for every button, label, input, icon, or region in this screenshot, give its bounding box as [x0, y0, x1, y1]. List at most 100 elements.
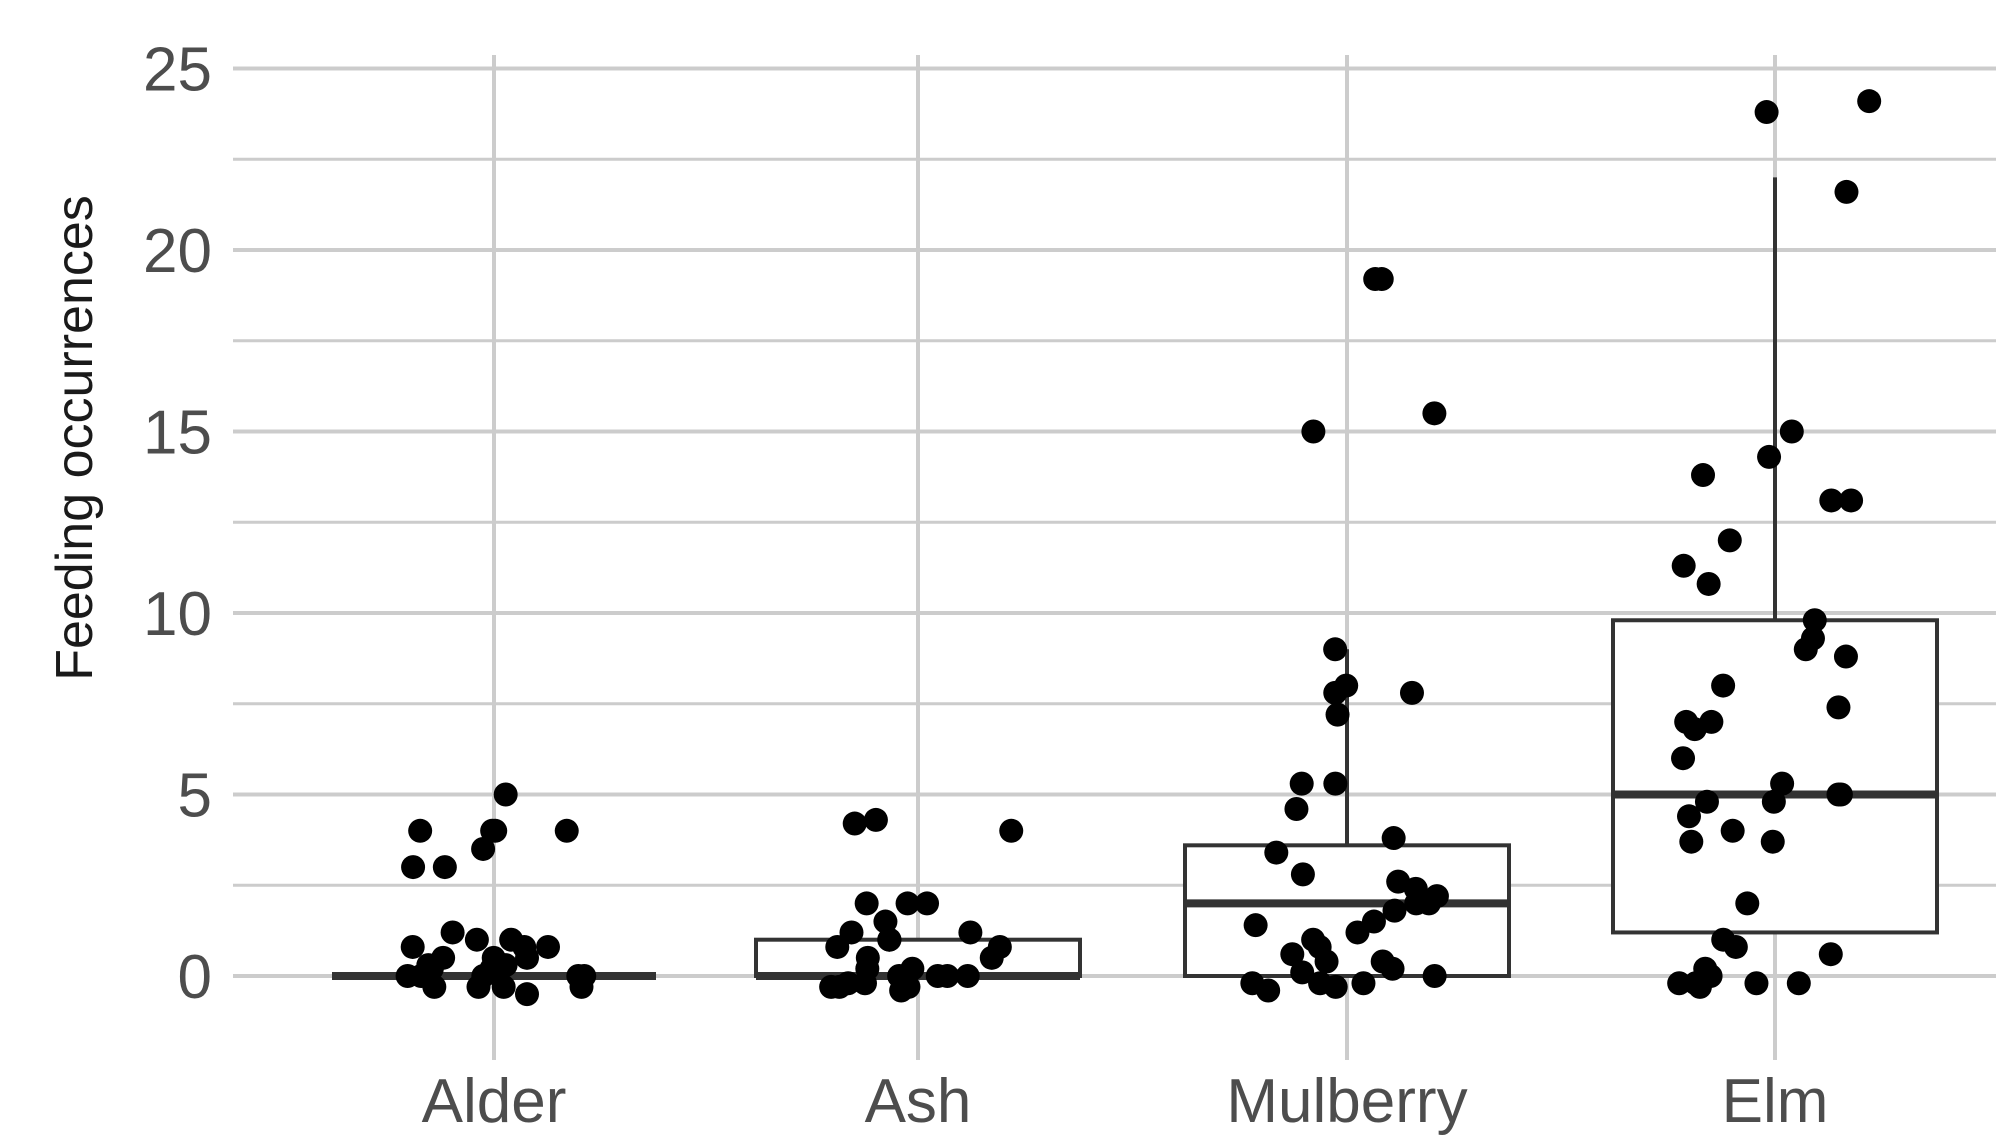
data-point	[464, 927, 489, 952]
data-point	[1671, 746, 1696, 771]
data-point	[1323, 680, 1348, 705]
data-point	[1325, 702, 1350, 727]
data-point	[1323, 637, 1348, 662]
data-point	[1691, 463, 1716, 488]
data-point	[491, 974, 516, 999]
box-mulberry	[1183, 843, 1511, 978]
data-point	[466, 974, 491, 999]
data-point	[1696, 571, 1721, 596]
data-point	[1819, 488, 1844, 513]
data-point	[1744, 971, 1769, 996]
data-point	[1826, 695, 1851, 720]
data-point	[955, 964, 980, 988]
data-point	[915, 891, 940, 916]
data-point	[1243, 913, 1268, 938]
data-point	[536, 934, 561, 959]
data-point	[1760, 829, 1785, 854]
data-point	[401, 855, 426, 880]
data-point	[440, 920, 465, 945]
data-point	[1256, 978, 1281, 1003]
data-point	[1422, 401, 1447, 426]
data-point	[825, 934, 850, 959]
data-point	[889, 978, 914, 1003]
data-point	[1779, 419, 1804, 444]
data-point	[1301, 419, 1326, 444]
data-point	[514, 982, 539, 1007]
data-point	[819, 974, 844, 999]
data-point	[1363, 267, 1388, 292]
data-point	[1290, 862, 1315, 887]
data-point	[1422, 964, 1447, 988]
data-point	[1404, 891, 1429, 916]
data-point	[1280, 942, 1305, 967]
y-axis-title: Feeding occurrences	[46, 195, 104, 681]
data-point	[515, 945, 540, 970]
jitter-points	[395, 89, 1882, 1007]
data-point	[1828, 782, 1853, 807]
data-point	[1676, 804, 1701, 829]
data-point	[842, 811, 867, 836]
data-point	[1381, 826, 1406, 851]
data-point	[1757, 444, 1782, 469]
data-point	[408, 818, 433, 843]
data-point	[1754, 100, 1779, 125]
data-point	[852, 971, 877, 996]
x-tick-label-elm: Elm	[1722, 1067, 1829, 1136]
data-point	[958, 920, 983, 945]
data-point	[1857, 89, 1882, 114]
x-axis-tick-labels: Alder Ash Mulberry Elm	[422, 1067, 1829, 1136]
data-point	[1793, 637, 1818, 662]
data-point	[554, 818, 579, 843]
data-point	[1399, 680, 1424, 705]
data-point	[1818, 942, 1843, 967]
data-point	[1694, 789, 1719, 814]
x-tick-label-ash: Ash	[865, 1067, 972, 1136]
data-point	[1679, 829, 1704, 854]
data-point	[1802, 608, 1827, 633]
data-point	[1284, 797, 1309, 822]
data-point	[863, 807, 888, 832]
data-point	[877, 927, 902, 952]
data-point	[1290, 960, 1315, 985]
data-point	[1682, 717, 1707, 742]
data-point	[1323, 974, 1348, 999]
data-point	[854, 891, 879, 916]
data-point	[1382, 898, 1407, 923]
data-point	[1711, 673, 1736, 698]
data-point	[422, 974, 447, 999]
data-point	[935, 964, 960, 988]
data-point	[493, 782, 518, 807]
data-point	[1717, 528, 1742, 553]
data-point	[1834, 179, 1859, 204]
y-tick-label: 5	[178, 762, 212, 831]
data-point	[1735, 891, 1760, 916]
y-tick-label: 25	[143, 36, 212, 105]
data-point	[569, 974, 594, 999]
data-point	[1770, 771, 1795, 796]
y-tick-label: 10	[143, 580, 212, 649]
data-point	[1839, 488, 1864, 513]
data-point	[471, 836, 496, 861]
y-tick-label: 15	[143, 399, 212, 468]
data-point	[1314, 949, 1339, 974]
boxplot-boxes	[332, 177, 1939, 980]
data-point	[483, 818, 508, 843]
data-point	[999, 818, 1024, 843]
data-point	[1833, 644, 1858, 669]
y-tick-label: 0	[178, 943, 212, 1012]
x-tick-label-mulberry: Mulberry	[1226, 1067, 1467, 1136]
data-point	[432, 855, 457, 880]
data-point	[1289, 771, 1314, 796]
data-point	[400, 934, 425, 959]
data-point	[1671, 553, 1696, 578]
data-point	[1351, 971, 1376, 996]
y-tick-label: 20	[143, 217, 212, 286]
data-point	[1720, 818, 1745, 843]
data-point	[979, 945, 1004, 970]
data-point	[1761, 789, 1786, 814]
x-tick-label-alder: Alder	[422, 1067, 567, 1136]
data-point	[1380, 956, 1405, 981]
data-point	[1786, 971, 1811, 996]
data-point	[873, 909, 898, 934]
